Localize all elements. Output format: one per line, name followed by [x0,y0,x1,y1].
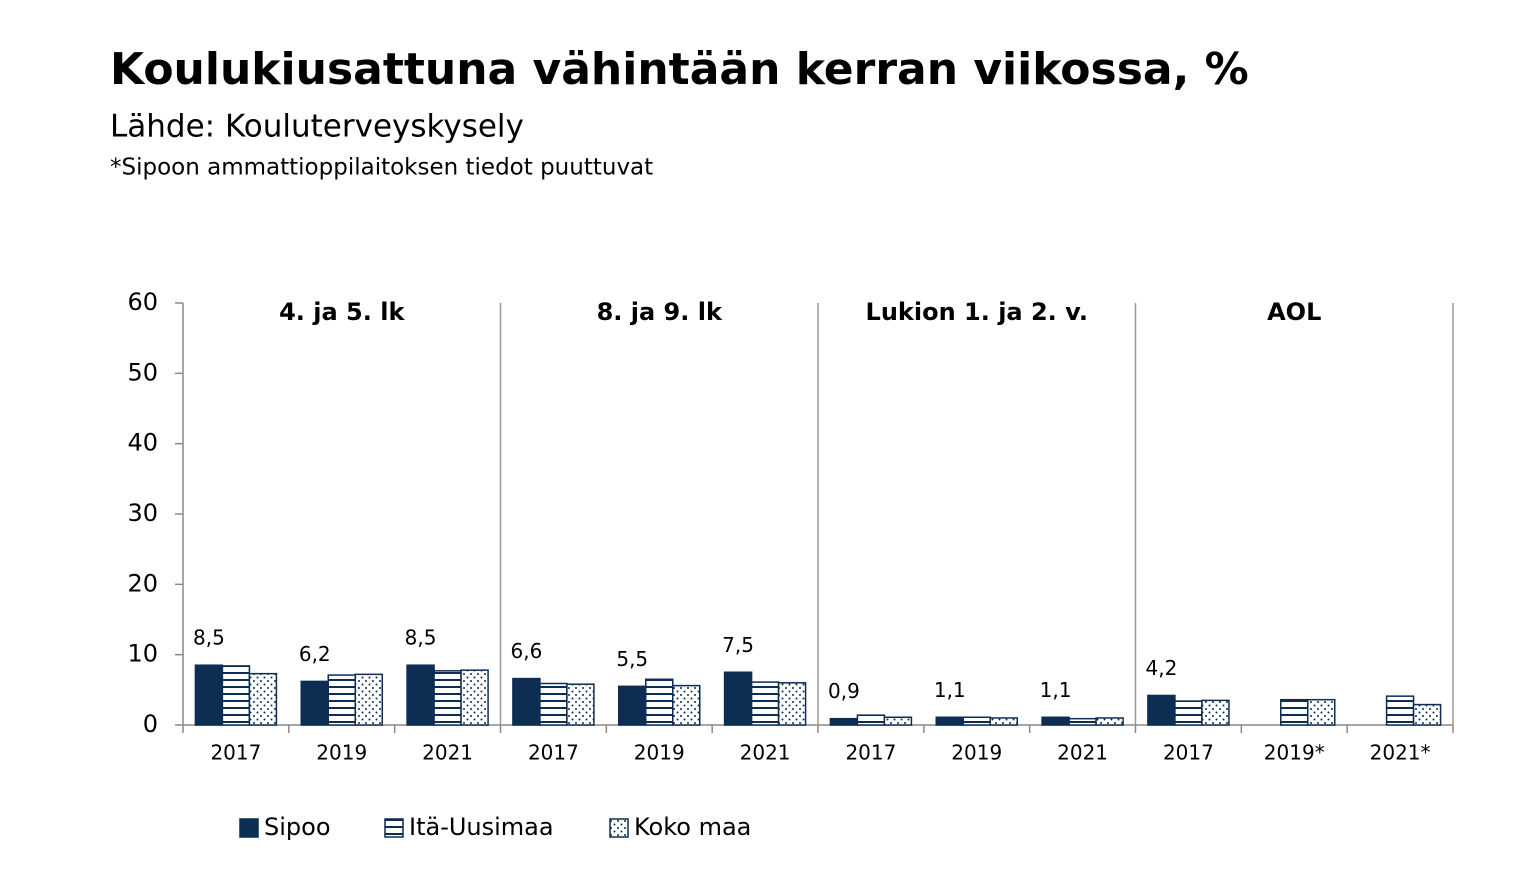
legend-label: Itä-Uusimaa [409,813,554,841]
bar [935,716,964,726]
bar [750,681,780,726]
x-tick-label: 2021 [740,741,791,765]
x-tick-label: 2017 [845,741,896,765]
bar [327,674,356,726]
bar [723,671,753,726]
bar [539,682,568,726]
bar [1147,694,1176,726]
chart-subtitle: Lähde: Kouluterveyskysely [110,109,524,145]
data-label: 8,5 [193,626,225,650]
bar [433,670,462,726]
x-tick-label: 2019 [634,741,685,765]
bar [1280,698,1309,726]
bar [1068,717,1097,726]
data-label: 1,1 [1040,678,1072,702]
bar [460,669,489,726]
data-label: 6,6 [511,639,543,663]
x-tick-label: 2017 [528,741,579,765]
bar [1307,698,1336,726]
x-tick-label: 2021* [1370,741,1431,765]
bar [512,677,541,726]
x-tick-label: 2021 [1057,741,1108,765]
bar [1095,717,1124,726]
group-label: 8. ja 9. lk [597,298,723,326]
bar [883,716,913,726]
legend-swatch [384,818,404,838]
bar [221,665,251,726]
x-tick-label: 2017 [210,741,261,765]
data-label: 1,1 [934,678,966,702]
data-label: 6,2 [299,642,331,666]
y-tick-label: 40 [127,429,158,457]
bar [829,717,859,726]
x-tick-label: 2021 [422,741,473,765]
y-tick-label: 30 [127,499,158,527]
group-label: Lukion 1. ja 2. v. [866,298,1088,326]
data-label: 0,9 [828,679,860,703]
data-label: 4,2 [1146,656,1178,680]
group-label: 4. ja 5. lk [279,298,405,326]
bar [300,680,329,726]
legend-swatch [239,818,259,838]
y-tick-label: 20 [127,569,158,597]
bar [989,717,1018,726]
y-tick-label: 60 [127,288,158,316]
chart-title: Koulukiusattuna vähintään kerran viikoss… [110,44,1249,95]
data-label: 8,5 [405,626,437,650]
bar [194,664,224,726]
legend-swatch [609,818,629,838]
bar [406,664,435,726]
bar [248,672,278,726]
bar [618,685,647,726]
bar [1412,703,1442,726]
legend-label: Koko maa [634,813,751,841]
bar [1041,716,1070,726]
legend-label: Sipoo [264,813,331,841]
data-label: 7,5 [722,633,754,657]
x-tick-label: 2017 [1163,741,1214,765]
group-label: AOL [1267,298,1321,326]
bar [1201,699,1230,726]
y-tick-label: 10 [127,640,158,668]
x-tick-label: 2019* [1264,741,1325,765]
bar [645,678,674,726]
x-tick-label: 2019 [316,741,367,765]
bar [856,714,886,726]
data-label: 5,5 [616,647,648,671]
bar [566,683,595,726]
bar [1385,695,1415,726]
bar [354,673,383,726]
bar [962,716,991,726]
bar [672,684,701,726]
y-tick-label: 0 [143,710,158,738]
bar [777,682,807,726]
chart-note: *Sipoon ammattioppilaitoksen tiedot puut… [110,155,653,181]
y-tick-label: 50 [127,358,158,386]
x-tick-label: 2019 [951,741,1002,765]
bar [1174,700,1203,726]
